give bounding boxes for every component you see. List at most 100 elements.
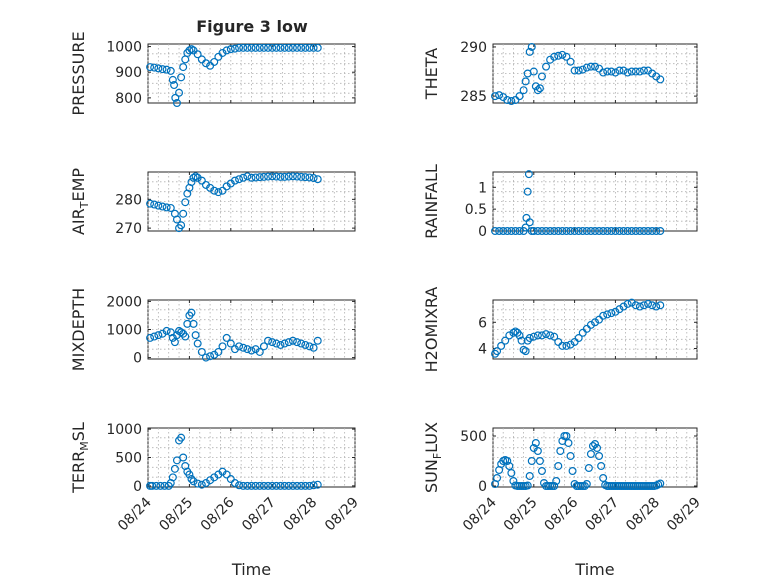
data-point: [255, 43, 264, 52]
air-temp-panel: 270 280 AIRTEMP: [69, 168, 356, 237]
data-point: [301, 340, 310, 349]
grid: [147, 428, 356, 487]
data-point: [529, 332, 538, 341]
data-point: [644, 227, 653, 236]
data-point: [179, 209, 188, 218]
data-point: [550, 52, 559, 61]
data-point: [533, 227, 542, 236]
data-point: [497, 341, 506, 350]
data-point: [251, 43, 260, 52]
data-point: [493, 347, 502, 356]
data-point: [586, 227, 595, 236]
data-point: [582, 63, 591, 72]
data-point: [507, 97, 516, 106]
data-point: [268, 481, 277, 490]
data-point: [501, 336, 510, 345]
data-point: [607, 227, 616, 236]
data-point: [578, 65, 587, 74]
data-point: [239, 343, 248, 352]
data-point: [152, 481, 161, 490]
figure-title: Figure 3 low: [196, 17, 308, 36]
data-point: [226, 339, 235, 348]
data-point: [179, 63, 188, 72]
data-point: [154, 64, 163, 73]
data-point: [251, 173, 260, 182]
data-point: [187, 475, 196, 484]
y-tick-label: 1000: [106, 40, 142, 56]
data-point: [623, 68, 632, 77]
data-point: [590, 440, 599, 449]
data-point: [611, 227, 620, 236]
y-axis-label: RAINFALL: [422, 164, 441, 239]
data-point: [272, 481, 281, 490]
data-point: [293, 43, 302, 52]
data-point: [293, 481, 302, 490]
data-point: [197, 176, 206, 185]
data-point: [619, 66, 628, 75]
data-point: [595, 452, 604, 461]
data-point: [272, 172, 281, 181]
y-axis-label: PRESSURE: [69, 31, 88, 115]
data-point: [150, 63, 159, 72]
data-point: [586, 320, 595, 329]
data-point: [588, 442, 597, 451]
data-point: [243, 43, 252, 52]
data-point: [566, 340, 575, 349]
y-tick-label: 0.5: [465, 202, 487, 218]
data-point: [259, 172, 268, 181]
data-point: [656, 479, 665, 488]
data-point: [156, 481, 165, 490]
y-tick-label: 1: [478, 180, 487, 196]
y-tick-label: 280: [115, 192, 142, 208]
data-point: [525, 472, 534, 481]
data-point: [172, 98, 181, 107]
data-point: [309, 174, 318, 183]
data-point: [201, 59, 210, 68]
data-point: [247, 43, 256, 52]
data-point: [251, 481, 260, 490]
data-point: [168, 473, 177, 482]
data-point: [264, 481, 273, 490]
y-tick-label: 500: [460, 429, 487, 445]
data-point: [177, 433, 186, 442]
data-point: [222, 46, 231, 55]
data-point: [305, 481, 314, 490]
data-point: [243, 345, 252, 354]
data-point: [537, 227, 546, 236]
data-point: [644, 299, 653, 308]
y-tick-label: 900: [115, 65, 142, 81]
y-tick-label: 0: [133, 479, 142, 495]
data-point: [243, 172, 252, 181]
data-point: [243, 481, 252, 490]
data-point: [301, 481, 310, 490]
data-point: [505, 331, 514, 340]
pressure-panel: 800 900 1000 PRESSURE: [69, 31, 356, 116]
data-point: [280, 43, 289, 52]
data-point: [170, 81, 179, 90]
data-point: [611, 307, 620, 316]
data-point: [599, 68, 608, 77]
data-point: [148, 481, 157, 490]
data-point: [309, 43, 318, 52]
series-points: [146, 433, 322, 490]
data-point: [154, 331, 163, 340]
data-point: [206, 352, 215, 361]
data-point: [293, 172, 302, 181]
data-point: [537, 72, 546, 81]
data-point: [491, 92, 500, 101]
data-point: [166, 203, 175, 212]
data-point: [590, 62, 599, 71]
data-point: [570, 227, 579, 236]
data-point: [239, 481, 248, 490]
data-point: [162, 326, 171, 335]
data-point: [607, 67, 616, 76]
grid: [492, 172, 698, 231]
data-point: [185, 470, 194, 479]
data-point: [599, 474, 608, 483]
data-point: [185, 46, 194, 55]
data-point: [166, 66, 175, 75]
data-point: [264, 43, 273, 52]
mixdepth-panel: 0 1000 2000 MIXDEPTH: [69, 288, 356, 371]
